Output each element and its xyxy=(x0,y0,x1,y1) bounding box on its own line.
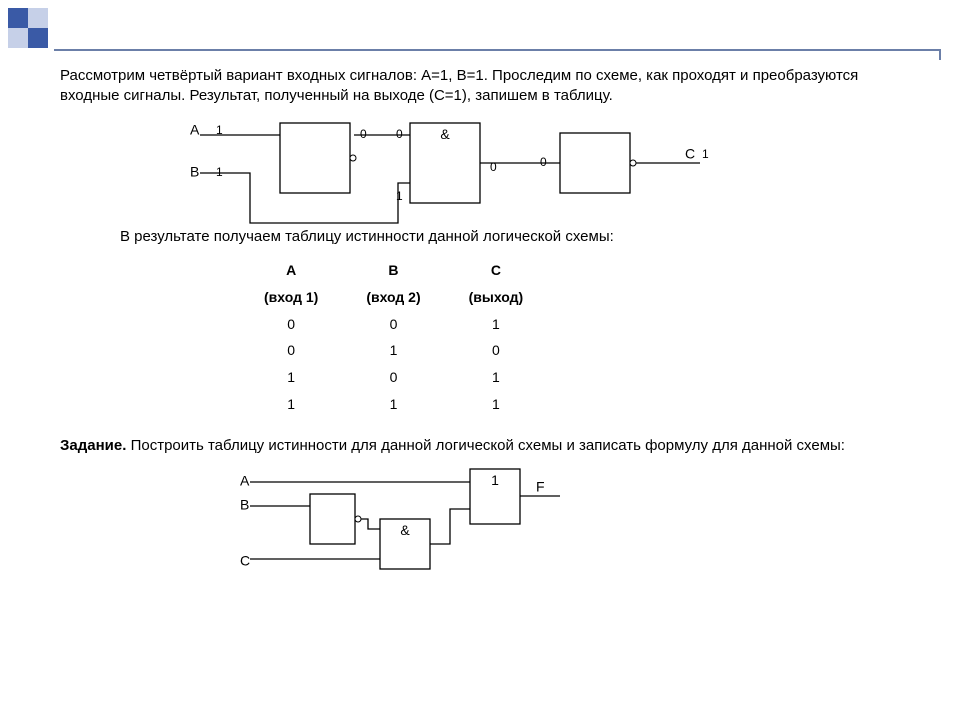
svg-text:F: F xyxy=(536,479,545,495)
intro-paragraph: Рассмотрим четвёртый вариант входных сиг… xyxy=(60,66,920,107)
svg-text:C: C xyxy=(685,145,695,161)
svg-text:1: 1 xyxy=(216,123,223,137)
svg-text:1: 1 xyxy=(702,147,709,161)
svg-text:0: 0 xyxy=(540,155,547,169)
task-paragraph: Задание. Построить таблицу истинности дл… xyxy=(60,436,920,456)
svg-text:A: A xyxy=(240,473,250,489)
task-label: Задание. xyxy=(60,437,126,454)
svg-text:0: 0 xyxy=(396,127,403,141)
truth-table: ABC (вход 1)(вход 2)(выход) 001010101111 xyxy=(240,257,547,418)
svg-text:C: C xyxy=(240,553,250,569)
logic-diagram-2: & 1 AB C F xyxy=(180,464,880,584)
svg-text:B: B xyxy=(240,497,249,513)
slide-content: Рассмотрим четвёртый вариант входных сиг… xyxy=(60,66,920,584)
svg-text:&: & xyxy=(400,522,410,538)
svg-text:1: 1 xyxy=(216,165,223,179)
svg-text:B: B xyxy=(190,163,199,179)
svg-text:A: A xyxy=(190,121,200,137)
svg-text:0: 0 xyxy=(360,127,367,141)
svg-text:&: & xyxy=(440,126,450,142)
svg-text:1: 1 xyxy=(491,472,499,488)
task-text: Построить таблицу истинности для данной … xyxy=(126,437,845,454)
svg-text:1: 1 xyxy=(396,189,403,203)
svg-text:0: 0 xyxy=(490,160,497,174)
logic-diagram-1: &A1B100100C1 xyxy=(140,113,840,223)
